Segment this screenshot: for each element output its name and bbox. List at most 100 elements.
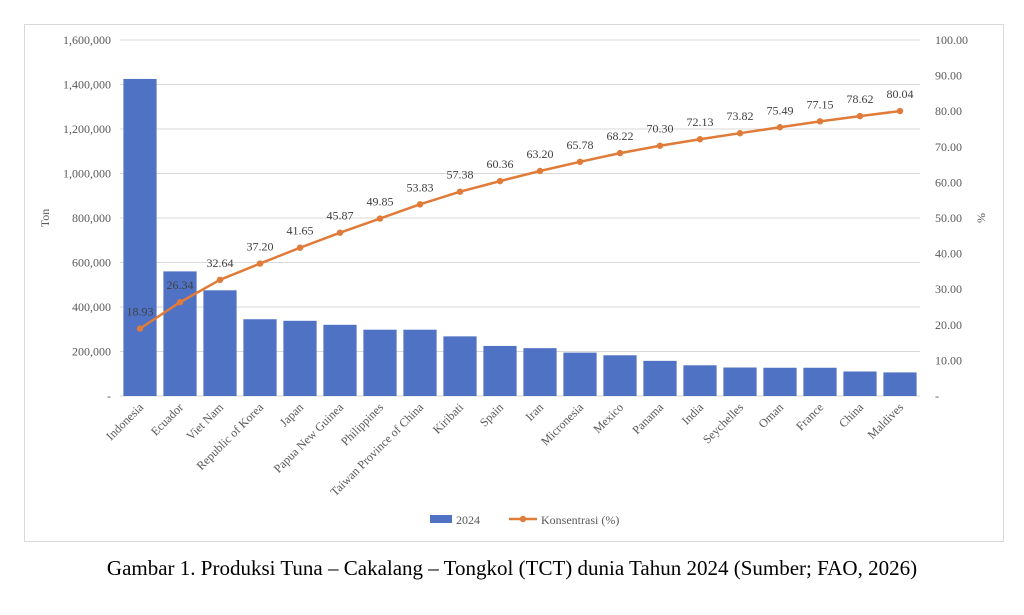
line-point [576, 158, 584, 166]
x-tick-label: Panama [629, 400, 666, 437]
bar [243, 319, 277, 396]
x-tick-label: Spain [477, 400, 506, 429]
legend-label-bars: 2024 [456, 513, 480, 527]
x-tick-label: Seychelles [700, 400, 746, 446]
line-point [736, 130, 744, 137]
y2-tick-label: 50.00 [935, 211, 962, 225]
y-tick-label: 1,200,000 [63, 122, 111, 136]
bar [443, 336, 477, 396]
bar [203, 290, 237, 396]
y-tick-label: 1,600,000 [63, 33, 111, 47]
series-line [139, 109, 901, 330]
line-point [296, 244, 304, 251]
line-point [656, 142, 664, 149]
line-point [776, 124, 784, 131]
bar [403, 329, 437, 396]
y-axis-title: Ton [38, 209, 52, 228]
pareto-chart: - 200,000 400,000 600,000 800,000 1,000,000 1,… [38, 33, 988, 527]
line-point [536, 167, 544, 175]
data-label: 32.64 [207, 256, 234, 270]
x-tick-label: India [679, 400, 707, 428]
x-tick-label: Maldives [865, 400, 907, 442]
data-label: 80.04 [887, 87, 914, 101]
bar [483, 345, 517, 396]
data-label: 72.13 [687, 115, 714, 129]
data-label: 65.78 [567, 138, 594, 152]
x-tick-label: Oman [755, 400, 786, 431]
data-label: 78.62 [847, 92, 874, 106]
legend-swatch-marker [519, 515, 527, 523]
data-label: 68.22 [607, 129, 634, 143]
line-point [456, 188, 464, 195]
figure-caption: Gambar 1. Produksi Tuna – Cakalang – Ton… [106, 556, 918, 580]
y2-tick-label: 30.00 [935, 282, 962, 296]
data-label: 45.87 [327, 209, 354, 223]
y2-tick-label: 80.00 [935, 104, 962, 118]
line-point [336, 229, 344, 236]
x-tick-label: Micronesia [538, 400, 587, 449]
data-label: 73.82 [727, 109, 754, 123]
line-point [616, 149, 624, 157]
line-point [376, 215, 384, 222]
bar [883, 372, 917, 396]
y2-tick-label: 60.00 [935, 175, 962, 189]
bar [283, 320, 317, 396]
data-label: 18.93 [127, 305, 154, 319]
x-tick-label: Kiribati [430, 400, 467, 437]
y2-tick-label: 20.00 [935, 318, 962, 332]
line-point [856, 112, 864, 120]
line-point [696, 136, 704, 143]
y2-tick-label: 40.00 [935, 247, 962, 261]
x-tick-label: China [836, 400, 867, 431]
line-point [816, 118, 824, 125]
data-label: 57.38 [447, 168, 474, 182]
x-tick-label: Mexico [590, 400, 626, 436]
legend-swatch-bars [430, 515, 452, 523]
bar [523, 348, 557, 396]
chart-frame: - 200,000 400,000 600,000 800,000 1,000,000 1,… [24, 24, 1004, 542]
bar [843, 371, 877, 396]
bar [163, 271, 197, 396]
x-tick-label: Papua New Guinea [271, 400, 347, 476]
data-label: 75.49 [767, 103, 794, 117]
y-tick-label: - [107, 389, 111, 403]
bar [763, 367, 797, 396]
line-point [136, 325, 144, 332]
data-label: 63.20 [527, 147, 554, 161]
bar [723, 367, 757, 396]
x-tick-label: Ecuador [148, 400, 186, 438]
data-label: 53.83 [407, 180, 434, 194]
x-tick-label: Indonesia [103, 400, 146, 443]
line-point [176, 299, 184, 306]
x-tick-label: Iran [523, 400, 547, 424]
legend-label-line: Konsentrasi (%) [541, 513, 619, 527]
line-point [896, 107, 904, 115]
x-tick-label: Japan [277, 400, 306, 429]
bar [123, 78, 157, 396]
data-label: 26.34 [167, 278, 194, 292]
bar [643, 360, 677, 396]
bar [563, 352, 597, 396]
data-label: 37.20 [247, 240, 274, 254]
y-tick-label: 400,000 [72, 300, 111, 314]
line-point [416, 201, 424, 208]
y2-axis-title: % [974, 213, 988, 223]
y2-tick-label: 10.00 [935, 353, 962, 367]
y-tick-label: 800,000 [72, 211, 111, 225]
data-label: 77.15 [807, 97, 834, 111]
bar [603, 355, 637, 396]
y-tick-label: 1,000,000 [63, 167, 111, 181]
y2-tick-label: 100.00 [935, 33, 968, 47]
line-point [496, 177, 504, 185]
bar [363, 329, 397, 396]
line-point [256, 260, 264, 267]
data-label: 49.85 [367, 195, 394, 209]
y2-tick-label: 90.00 [935, 69, 962, 83]
data-label: 70.30 [647, 122, 674, 136]
bar [323, 324, 357, 396]
y2-tick-label: - [935, 389, 939, 403]
x-tick-label: France [793, 400, 826, 433]
bar [683, 365, 717, 396]
data-label: 60.36 [487, 157, 514, 171]
line-point [216, 276, 224, 284]
